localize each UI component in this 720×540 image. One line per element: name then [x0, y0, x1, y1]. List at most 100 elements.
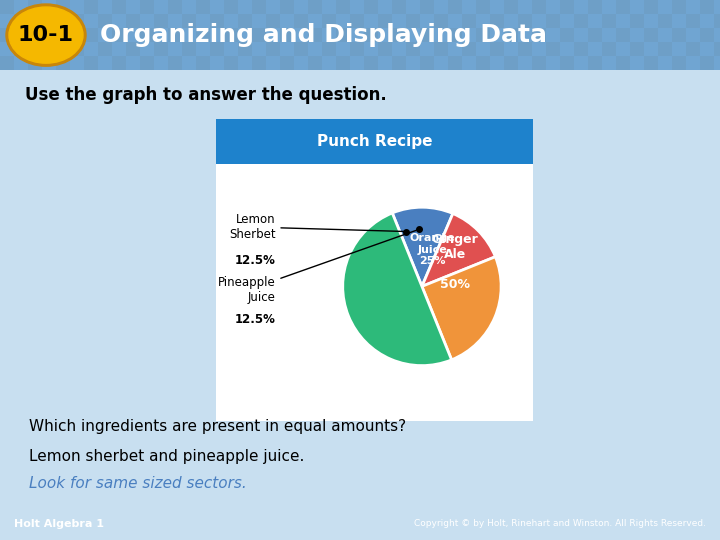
Bar [196, 28, 210, 42]
Bar [168, 28, 182, 42]
Bar [154, 56, 168, 70]
Bar [210, 42, 224, 56]
Bar [14, 0, 28, 14]
Bar [252, 28, 266, 42]
Wedge shape [422, 256, 501, 360]
Bar [70, 0, 84, 14]
Text: Organizing and Displaying Data: Organizing and Displaying Data [100, 23, 547, 47]
Bar [56, 28, 70, 42]
Bar [490, 0, 504, 14]
Bar [140, 42, 154, 56]
Bar [574, 56, 588, 70]
Bar [266, 0, 280, 14]
Bar [490, 42, 504, 56]
Bar [28, 42, 42, 56]
Bar [42, 28, 56, 42]
Bar [112, 0, 126, 14]
Bar [518, 56, 532, 70]
Bar [588, 56, 602, 70]
Bar [686, 42, 700, 56]
Bar [672, 28, 686, 42]
Bar [644, 42, 658, 56]
Text: Orange
Juice
25%: Orange Juice 25% [409, 233, 455, 266]
Bar [700, 28, 714, 42]
Bar [168, 0, 182, 14]
Bar [70, 28, 84, 42]
Bar [84, 0, 98, 14]
Bar [406, 56, 420, 70]
Bar [504, 56, 518, 70]
Bar [476, 42, 490, 56]
Bar [56, 14, 70, 28]
Bar [644, 56, 658, 70]
Bar [714, 14, 720, 28]
Bar [0, 56, 14, 70]
Bar [602, 14, 616, 28]
Bar [336, 28, 350, 42]
Text: 12.5%: 12.5% [235, 313, 275, 326]
Bar [532, 14, 546, 28]
Bar [532, 56, 546, 70]
Ellipse shape [6, 4, 86, 66]
Bar [672, 14, 686, 28]
Bar [476, 56, 490, 70]
Bar [336, 56, 350, 70]
Bar [238, 0, 252, 14]
Bar [700, 56, 714, 70]
Bar [294, 56, 308, 70]
Bar [630, 0, 644, 14]
Bar [434, 28, 448, 42]
Bar [182, 14, 196, 28]
Bar [616, 56, 630, 70]
Bar [140, 0, 154, 14]
Bar [336, 42, 350, 56]
Bar [42, 0, 56, 14]
Bar [406, 0, 420, 14]
Bar [490, 14, 504, 28]
Bar [56, 42, 70, 56]
Bar [420, 14, 434, 28]
Bar [602, 0, 616, 14]
Bar [154, 0, 168, 14]
Bar [630, 28, 644, 42]
Bar [364, 42, 378, 56]
Bar [434, 42, 448, 56]
Bar [588, 28, 602, 42]
Bar [70, 56, 84, 70]
Bar [84, 14, 98, 28]
Bar [350, 0, 364, 14]
Bar [224, 42, 238, 56]
Bar [308, 56, 322, 70]
Bar [322, 42, 336, 56]
Bar [98, 14, 112, 28]
Bar [182, 0, 196, 14]
Text: Use the graph to answer the question.: Use the graph to answer the question. [25, 85, 387, 104]
Bar [154, 28, 168, 42]
Bar [602, 42, 616, 56]
Bar [392, 0, 406, 14]
Bar [196, 14, 210, 28]
Bar [182, 42, 196, 56]
Bar [574, 28, 588, 42]
Bar [392, 56, 406, 70]
Bar [210, 14, 224, 28]
Bar [0, 0, 14, 14]
Bar [98, 28, 112, 42]
Bar [630, 56, 644, 70]
Bar [378, 28, 392, 42]
Bar [154, 42, 168, 56]
Bar [462, 28, 476, 42]
Bar [280, 28, 294, 42]
Bar [308, 14, 322, 28]
Bar [126, 56, 140, 70]
Bar [378, 14, 392, 28]
Bar [70, 42, 84, 56]
Bar [448, 14, 462, 28]
Bar [224, 14, 238, 28]
Bar [308, 0, 322, 14]
Text: Holt Algebra 1: Holt Algebra 1 [14, 519, 104, 529]
Bar [672, 56, 686, 70]
Bar [490, 56, 504, 70]
Bar [0, 42, 14, 56]
Bar [686, 56, 700, 70]
